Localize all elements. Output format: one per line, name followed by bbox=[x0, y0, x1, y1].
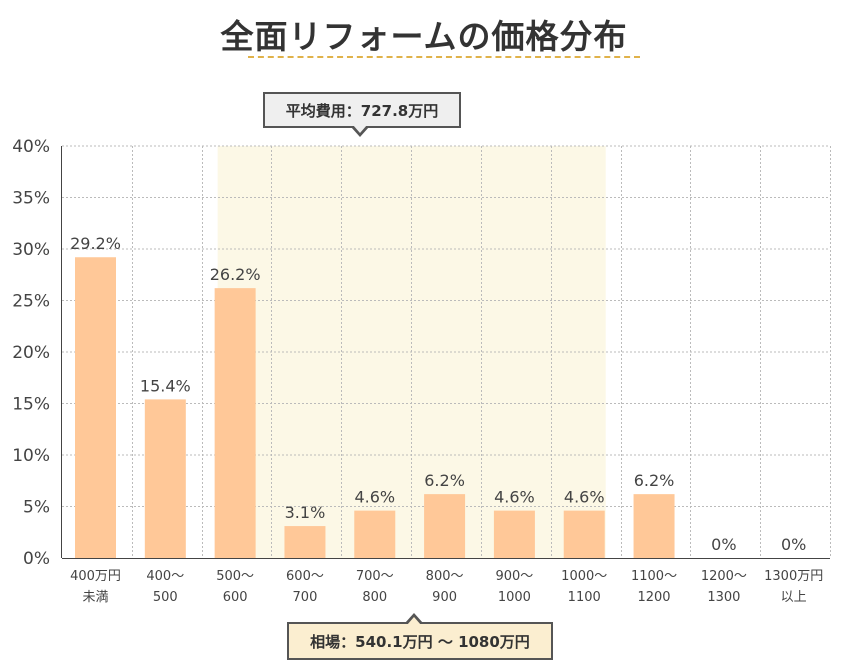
y-tick-label: 30% bbox=[12, 240, 50, 260]
y-tick-label: 5% bbox=[23, 498, 50, 518]
x-tick-label: 1000～ bbox=[561, 569, 607, 584]
x-tick-label: 1100 bbox=[568, 590, 601, 605]
x-tick-label: 500 bbox=[153, 590, 178, 605]
bar bbox=[424, 494, 466, 558]
x-tick-label: 1200～ bbox=[701, 569, 747, 584]
x-tick-label: 400万円 bbox=[70, 569, 121, 584]
bar bbox=[563, 510, 605, 558]
x-tick-label: 1000 bbox=[498, 590, 531, 605]
x-tick-label: 700 bbox=[293, 590, 318, 605]
bar bbox=[633, 494, 675, 558]
title-underline bbox=[248, 56, 640, 58]
x-tick-label: 1100～ bbox=[631, 569, 677, 584]
x-tick-label: 800～ bbox=[426, 569, 464, 584]
data-label: 26.2% bbox=[210, 265, 261, 284]
bar bbox=[284, 526, 326, 558]
bar bbox=[493, 510, 535, 558]
y-tick-label: 15% bbox=[12, 395, 50, 415]
average-cost-text: 平均費用：727.8万円 bbox=[285, 102, 439, 120]
y-tick-label: 40% bbox=[12, 137, 50, 157]
data-label: 0% bbox=[781, 535, 806, 554]
data-label: 6.2% bbox=[424, 471, 465, 490]
data-label: 3.1% bbox=[285, 503, 326, 522]
data-label: 6.2% bbox=[634, 471, 675, 490]
x-tick-label: 600 bbox=[223, 590, 248, 605]
x-tick-label: 1300 bbox=[707, 590, 740, 605]
x-tick-label: 600～ bbox=[286, 569, 324, 584]
y-tick-label: 0% bbox=[23, 549, 50, 569]
data-label: 4.6% bbox=[354, 488, 395, 507]
x-tick-label: 900～ bbox=[495, 569, 533, 584]
x-tick-label: 1300万円 bbox=[764, 569, 823, 584]
y-tick-label: 35% bbox=[12, 189, 50, 209]
x-tick-label: 800 bbox=[362, 590, 387, 605]
chart-title: 全面リフォームの価格分布 bbox=[220, 17, 628, 56]
data-label: 4.6% bbox=[564, 488, 605, 507]
x-tick-label: 1200 bbox=[637, 590, 670, 605]
average-cost-callout: 平均費用：727.8万円 bbox=[263, 92, 461, 137]
y-tick-label: 10% bbox=[12, 446, 50, 466]
price-range-callout: 相場：540.1万円 〜 1080万円 bbox=[287, 613, 553, 660]
x-tick-label: 400～ bbox=[146, 569, 184, 584]
x-tick-label: 500～ bbox=[216, 569, 254, 584]
bar bbox=[75, 257, 116, 558]
x-tick-label: 700～ bbox=[356, 569, 394, 584]
y-tick-label: 25% bbox=[12, 292, 50, 312]
x-tick-label: 以上 bbox=[781, 590, 807, 605]
price-range-text: 相場：540.1万円 〜 1080万円 bbox=[310, 633, 530, 651]
bar bbox=[144, 399, 186, 558]
x-tick-label: 未満 bbox=[82, 590, 108, 605]
data-label: 15.4% bbox=[140, 376, 191, 395]
y-tick-label: 20% bbox=[12, 343, 50, 363]
bar bbox=[214, 288, 256, 558]
x-tick-label: 900 bbox=[432, 590, 457, 605]
data-label: 4.6% bbox=[494, 488, 535, 507]
data-label: 0% bbox=[711, 535, 736, 554]
bar bbox=[354, 510, 396, 558]
data-label: 29.2% bbox=[70, 234, 121, 253]
